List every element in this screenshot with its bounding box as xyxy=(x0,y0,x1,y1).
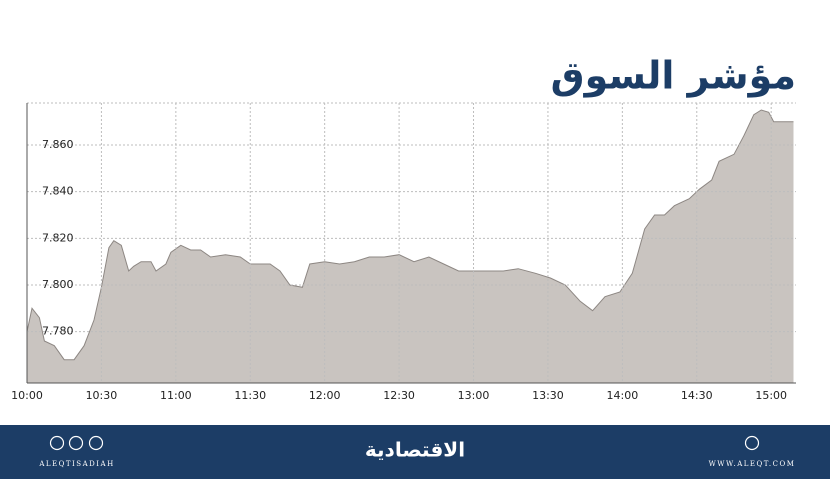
x-tick-label: 10:00 xyxy=(11,389,43,402)
x-tick-label: 14:30 xyxy=(681,389,713,402)
footer-logo: الاقتصادية xyxy=(365,438,465,462)
x-tick-label: 12:30 xyxy=(383,389,415,402)
x-tick-label: 13:30 xyxy=(532,389,564,402)
x-tick-label: 15:00 xyxy=(755,389,787,402)
x-tick-label: 11:00 xyxy=(160,389,192,402)
x-tick-label: 11:30 xyxy=(234,389,266,402)
footer-handle: ALEQTISADIAH xyxy=(38,460,114,468)
social-icons xyxy=(49,435,760,451)
x-tick-label: 10:30 xyxy=(86,389,118,402)
line xyxy=(26,109,794,361)
x-tick-label: 12:00 xyxy=(309,389,341,402)
footer-bar xyxy=(0,425,830,479)
y-tick-label: 7.840 xyxy=(42,185,74,198)
y-tick-label: 7.800 xyxy=(42,278,74,291)
y-tick-label: 7.820 xyxy=(42,231,74,244)
plot: 7.780 7.800 7.820 7.840 7.860 10:00 10:30 11:00… xyxy=(11,102,796,402)
y-tick-label: 7.780 xyxy=(42,325,74,338)
x-tick-label: 14:00 xyxy=(607,389,639,402)
chart-title: مؤشر السوق xyxy=(551,54,796,98)
footer-url: WWW.ALEQT.COM xyxy=(709,460,796,468)
x-tick-label: 13:00 xyxy=(458,389,490,402)
y-tick-label: 7.860 xyxy=(42,138,74,151)
area xyxy=(27,110,794,383)
